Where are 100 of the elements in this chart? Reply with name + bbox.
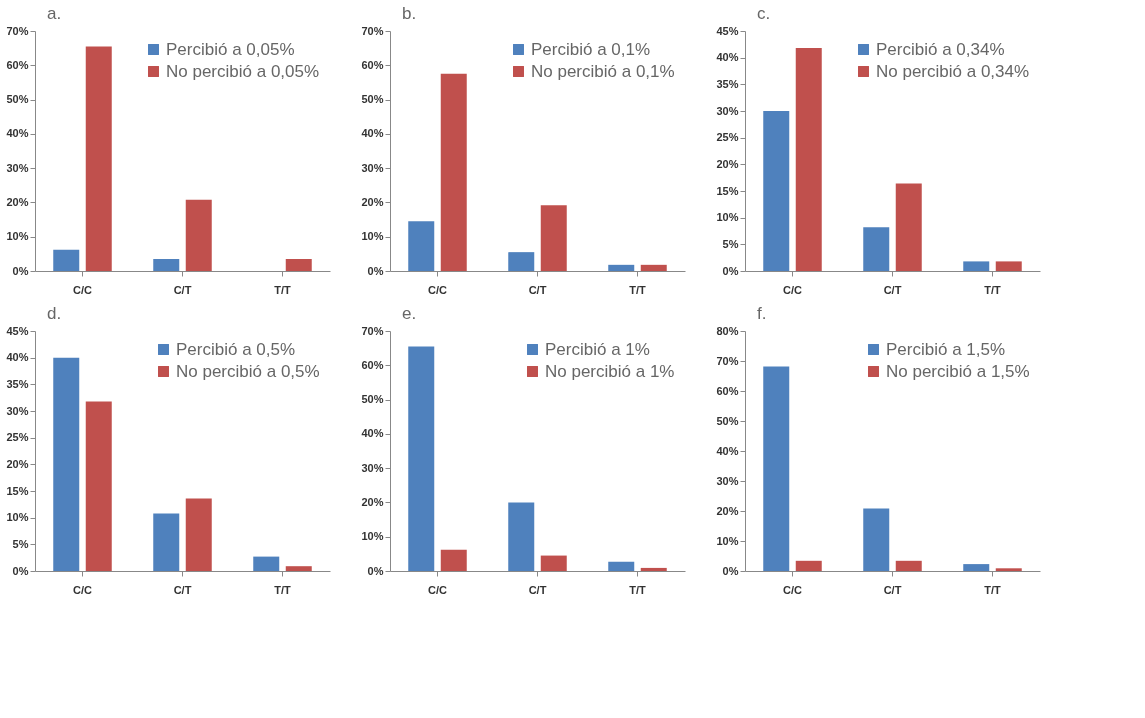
chart-title: b. (402, 4, 417, 23)
bar (608, 264, 635, 271)
bar (408, 221, 435, 271)
y-tick-label: 0% (367, 564, 384, 577)
x-tick-label: C/C (428, 583, 448, 596)
y-tick-label: 0% (367, 264, 384, 277)
y-tick-label: 35% (6, 377, 29, 390)
y-tick-label: 5% (12, 537, 29, 550)
bar (408, 346, 435, 571)
y-tick-label: 0% (722, 564, 739, 577)
bar (640, 264, 667, 271)
y-tick-label: 10% (716, 534, 739, 547)
bar (863, 508, 890, 571)
y-tick-label: 10% (361, 530, 384, 543)
bar (895, 560, 922, 571)
bar (185, 498, 212, 571)
bar (440, 549, 467, 571)
bar (863, 227, 890, 271)
bar (763, 111, 790, 271)
bar (640, 567, 667, 571)
y-tick-label: 25% (716, 131, 739, 144)
bar (540, 555, 567, 571)
x-tick-label: C/C (783, 583, 803, 596)
legend-label: No percibió a 0,5% (176, 361, 320, 381)
bar (53, 249, 80, 271)
y-tick-label: 70% (716, 354, 739, 367)
y-tick-label: 40% (716, 51, 739, 64)
bar (285, 566, 312, 571)
bar (508, 252, 535, 271)
bar (995, 568, 1022, 571)
y-tick-label: 25% (6, 431, 29, 444)
y-tick-label: 30% (716, 474, 739, 487)
bar (153, 513, 180, 571)
y-tick-label: 10% (361, 230, 384, 243)
y-tick-label: 40% (361, 427, 384, 440)
y-tick-label: 15% (716, 184, 739, 197)
y-tick-label: 50% (361, 393, 384, 406)
x-tick-label: C/C (73, 583, 93, 596)
bar (963, 261, 990, 271)
bar (795, 48, 822, 271)
x-tick-label: C/T (173, 583, 192, 596)
legend-label: No percibió a 0,1% (531, 61, 675, 81)
bar (253, 556, 280, 571)
x-tick-label: C/C (428, 283, 448, 296)
x-tick-label: C/C (783, 283, 803, 296)
y-tick-label: 60% (361, 58, 384, 71)
legend-label: Percibió a 0,1% (531, 39, 651, 59)
y-tick-label: 5% (722, 237, 739, 250)
y-tick-label: 20% (716, 157, 739, 170)
y-tick-label: 50% (716, 414, 739, 427)
y-tick-label: 60% (716, 384, 739, 397)
bar (540, 205, 567, 271)
y-tick-label: 30% (361, 461, 384, 474)
x-tick-label: T/T (984, 583, 1002, 596)
y-tick-label: 10% (6, 511, 29, 524)
legend-label: Percibió a 0,5% (176, 339, 296, 359)
y-tick-label: 70% (6, 24, 29, 37)
legend-label: Percibió a 0,05% (166, 39, 295, 59)
y-tick-label: 20% (361, 195, 384, 208)
legend-label: Percibió a 1% (545, 339, 650, 359)
y-tick-label: 20% (716, 504, 739, 517)
bar (440, 73, 467, 271)
x-tick-label: T/T (274, 283, 292, 296)
y-tick-label: 60% (361, 358, 384, 371)
x-tick-label: T/T (629, 583, 647, 596)
x-tick-label: T/T (274, 583, 292, 596)
y-tick-label: 80% (716, 324, 739, 337)
bar (153, 259, 180, 271)
y-tick-label: 0% (722, 264, 739, 277)
chart-title: e. (402, 304, 417, 323)
bar (795, 560, 822, 571)
y-tick-label: 70% (361, 24, 384, 37)
y-tick-label: 10% (6, 230, 29, 243)
y-tick-label: 35% (716, 77, 739, 90)
x-tick-label: T/T (984, 283, 1002, 296)
legend-label: No percibió a 1% (545, 361, 675, 381)
legend-label: No percibió a 1,5% (886, 361, 1030, 381)
bar (85, 401, 112, 571)
chart-title: a. (47, 4, 62, 23)
chart-title: d. (47, 304, 62, 323)
y-tick-label: 30% (716, 104, 739, 117)
y-tick-label: 60% (6, 58, 29, 71)
bar (608, 561, 635, 571)
y-tick-label: 0% (12, 564, 29, 577)
x-tick-label: C/T (883, 283, 902, 296)
y-tick-label: 40% (6, 127, 29, 140)
x-tick-label: C/T (528, 283, 547, 296)
legend-label: No percibió a 0,05% (166, 61, 320, 81)
y-tick-label: 40% (716, 444, 739, 457)
y-tick-label: 0% (12, 264, 29, 277)
chart-title: c. (757, 4, 771, 23)
bar (185, 199, 212, 271)
bar (508, 502, 535, 571)
bar (995, 261, 1022, 271)
y-tick-label: 50% (361, 93, 384, 106)
y-tick-label: 30% (6, 404, 29, 417)
bar (763, 366, 790, 571)
bar (963, 564, 990, 571)
y-tick-label: 10% (716, 211, 739, 224)
y-tick-label: 20% (361, 495, 384, 508)
